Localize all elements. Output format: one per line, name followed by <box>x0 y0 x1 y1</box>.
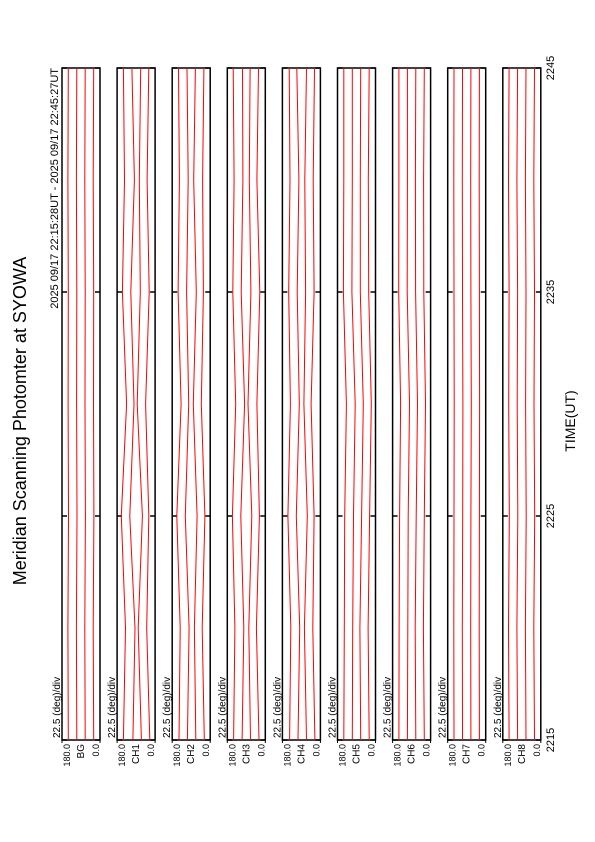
trace <box>200 67 206 741</box>
panel-name: CH5 <box>352 744 363 764</box>
y-tick-label: 180.0 <box>62 744 72 767</box>
trace <box>247 67 253 741</box>
y-tick-label: 0.0 <box>311 744 321 757</box>
panel-name: CH1 <box>131 744 142 764</box>
y-tick-label: 0.0 <box>146 744 156 757</box>
trace <box>145 67 151 741</box>
y-tick-label: 180.0 <box>282 744 292 767</box>
scale-label: 22.5 (deg)/div <box>217 677 228 738</box>
panel-name: BG <box>76 744 87 759</box>
trace <box>359 67 364 741</box>
y-tick-label: 180.0 <box>117 744 127 767</box>
trace <box>507 67 510 741</box>
trace <box>351 68 356 741</box>
panel-frame <box>116 67 156 741</box>
trace <box>295 67 301 741</box>
trace <box>231 67 237 741</box>
y-tick-label: 180.0 <box>448 744 458 767</box>
trace <box>303 67 308 741</box>
panel-name: CH2 <box>186 744 197 764</box>
y-tick-label: 0.0 <box>91 744 101 757</box>
panel-frame <box>171 67 211 741</box>
panel-frame <box>446 67 487 741</box>
y-tick-label: 180.0 <box>393 744 403 767</box>
panel-frame <box>281 67 322 741</box>
panel-frame <box>502 67 542 741</box>
chart-subtitle: 2025 09/17 22:15:28UT - 2025 09/17 22:45… <box>49 68 61 309</box>
scale-label: 22.5 (deg)/div <box>383 677 394 738</box>
panel-frame <box>336 67 377 741</box>
trace <box>75 67 78 741</box>
trace <box>406 68 411 741</box>
panel-name: CH4 <box>296 744 307 764</box>
y-tick-label: 0.0 <box>422 744 432 757</box>
trace <box>129 67 136 741</box>
trace <box>470 67 472 741</box>
trace <box>516 67 519 741</box>
y-tick-label: 180.0 <box>503 744 513 767</box>
y-tick-label: 0.0 <box>532 744 542 757</box>
chart: Meridian Scanning Photomter at SYOWA 202… <box>10 56 578 767</box>
trace <box>342 68 347 741</box>
trace <box>136 67 143 741</box>
y-tick-label: 180.0 <box>172 744 182 767</box>
scale-label: 22.5 (deg)/div <box>438 677 449 738</box>
scale-label: 22.5 (deg)/div <box>328 677 339 738</box>
trace <box>176 67 182 741</box>
trace <box>120 67 128 741</box>
trace <box>287 67 292 741</box>
panel-frame <box>391 67 432 741</box>
y-tick-label: 0.0 <box>256 744 266 757</box>
scale-label: 22.5 (deg)/div <box>162 677 173 738</box>
panel-frame <box>226 67 267 741</box>
trace <box>255 67 261 741</box>
trace <box>422 67 427 741</box>
y-tick-label: 180.0 <box>338 744 348 767</box>
trace <box>84 67 86 741</box>
trace <box>461 67 464 741</box>
chart-title: Meridian Scanning Photomter at SYOWA <box>10 257 30 585</box>
scale-label: 22.5 (deg)/div <box>107 677 118 738</box>
panel-name: CH7 <box>462 744 473 764</box>
panel-name: CH8 <box>517 744 528 764</box>
y-tick-label: 0.0 <box>201 744 211 757</box>
scale-label: 22.5 (deg)/div <box>493 677 504 738</box>
x-tick-label: 2235 <box>545 280 557 304</box>
trace <box>367 67 372 741</box>
panel-frame <box>61 67 101 741</box>
x-axis-label: TIME(UT) <box>562 390 578 451</box>
trace <box>398 68 402 741</box>
trace <box>67 67 70 741</box>
trace <box>240 67 246 741</box>
scale-label: 22.5 (deg)/div <box>272 677 283 738</box>
x-tick-label: 2245 <box>545 56 557 80</box>
trace <box>310 67 316 741</box>
x-tick-label: 2215 <box>545 728 557 752</box>
panel-name: CH6 <box>407 744 418 764</box>
trace <box>184 67 190 741</box>
panel-name: CH3 <box>241 744 252 764</box>
trace <box>414 67 419 741</box>
x-tick-label: 2225 <box>545 504 557 528</box>
y-tick-label: 180.0 <box>227 744 237 767</box>
trace <box>533 67 536 741</box>
trace <box>192 67 198 741</box>
y-tick-label: 0.0 <box>367 744 377 757</box>
scale-label: 22.5 (deg)/div <box>52 677 63 738</box>
y-tick-label: 0.0 <box>477 744 487 757</box>
trace <box>524 67 527 741</box>
trace <box>92 67 95 741</box>
